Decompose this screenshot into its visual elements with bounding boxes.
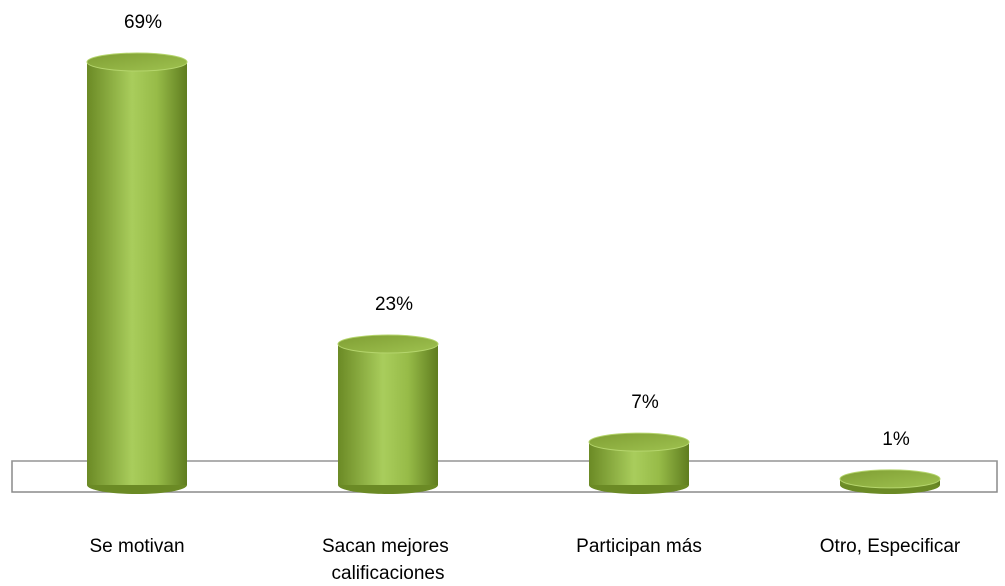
bar-top <box>588 432 690 452</box>
data-label: 69% <box>124 12 162 33</box>
x-tick-label: Participan más <box>576 536 702 557</box>
x-tick-label: Sacan mejores calificaciones <box>322 536 454 584</box>
bar-top <box>86 52 188 72</box>
data-label: 7% <box>631 392 659 413</box>
bar <box>86 52 188 494</box>
bar-body <box>338 344 438 485</box>
bar-top <box>337 334 439 354</box>
bar <box>588 432 690 494</box>
data-label: 23% <box>375 294 413 315</box>
bar-body <box>87 62 187 485</box>
bar <box>839 469 941 494</box>
x-tick-label: Se motivan <box>89 536 184 557</box>
data-label: 1% <box>882 429 910 450</box>
bar <box>337 334 439 494</box>
bar-top <box>839 469 941 489</box>
x-tick-label: Otro, Especificar <box>820 536 961 557</box>
